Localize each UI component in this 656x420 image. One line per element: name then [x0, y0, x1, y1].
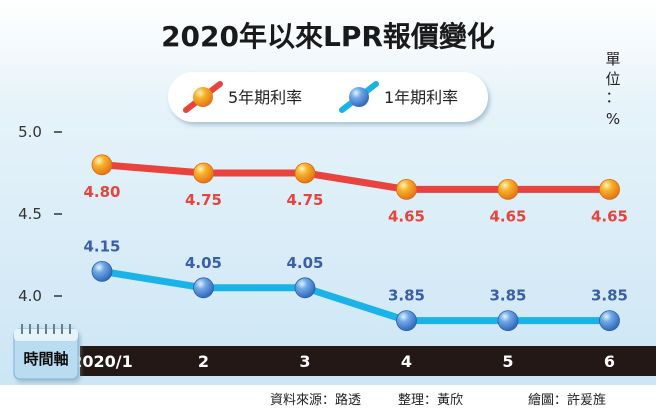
unit-char-2: 位	[605, 70, 620, 88]
credit-editor: 整理：黃欣	[398, 393, 463, 408]
data-label: 3.85	[591, 287, 628, 305]
x-tick-label: 2	[198, 352, 209, 371]
legend-box	[168, 72, 488, 122]
data-label: 4.80	[83, 183, 120, 201]
x-axis-bar	[80, 346, 656, 376]
x-tick-label: 4	[401, 352, 412, 371]
data-point	[396, 178, 417, 200]
x-tick-label: 2020/1	[71, 352, 133, 371]
data-point	[91, 260, 113, 282]
credit-illustrator: 繪圖：許爰旌	[528, 392, 606, 408]
data-point	[599, 310, 620, 332]
data-point	[91, 154, 113, 176]
y-axis: 5.0 4.5 4.0	[18, 123, 62, 305]
data-label: 4.05	[185, 254, 222, 272]
chart-title: 2020年以來LPR報價變化	[161, 20, 495, 53]
series-5y: 4.80 4.75 4.75 4.65 4.65 4.65	[83, 154, 628, 225]
legend-label-5y: 5年期利率	[228, 88, 302, 107]
time-axis-badge: 時間軸	[13, 324, 79, 380]
data-point	[294, 277, 316, 299]
unit-char-4: %	[606, 110, 620, 128]
data-label: 4.05	[286, 254, 323, 272]
unit-label: 單 位 ： %	[605, 50, 620, 128]
series-1y: 4.15 4.05 4.05 3.85 3.85 3.85	[83, 237, 628, 332]
data-point	[396, 310, 417, 332]
data-point	[497, 178, 519, 200]
legend-marker-5y	[193, 87, 213, 107]
data-point	[599, 178, 620, 200]
unit-char-3: ：	[605, 88, 620, 106]
legend-label-1y: 1年期利率	[384, 88, 458, 107]
data-point	[294, 162, 316, 184]
data-label: 4.15	[83, 237, 120, 255]
x-tick-label: 3	[299, 352, 310, 371]
credits-background	[0, 385, 656, 420]
unit-char-1: 單	[605, 50, 620, 68]
credit-source: 資料來源：路透	[270, 392, 361, 408]
data-label: 4.75	[286, 191, 323, 209]
legend	[168, 72, 488, 122]
legend-item-1y: 1年期利率	[339, 81, 458, 113]
data-point	[497, 310, 519, 332]
data-label: 4.65	[388, 207, 425, 225]
data-label: 4.65	[489, 207, 526, 225]
time-axis-label: 時間軸	[23, 350, 68, 368]
data-point	[193, 162, 214, 184]
series-layer: 4.80 4.75 4.75 4.65 4.65 4.65 4.15 4.05 4.05 3.85…	[83, 154, 628, 332]
data-label: 4.75	[185, 191, 222, 209]
x-tick-label: 6	[604, 352, 615, 371]
series-line	[98, 267, 613, 325]
y-tick-label: 4.0	[18, 287, 42, 305]
calendar-rings-icon	[21, 324, 71, 334]
series-line	[98, 161, 613, 193]
x-axis: 2020/1 2 3 4 5 6	[71, 352, 615, 371]
y-tick-label: 5.0	[18, 123, 42, 141]
legend-item-5y: 5年期利率	[183, 81, 302, 113]
data-point	[193, 277, 214, 299]
data-label: 3.85	[489, 287, 526, 305]
y-tick-label: 4.5	[18, 205, 42, 223]
legend-marker-1y	[349, 87, 369, 107]
x-tick-label: 5	[502, 352, 513, 371]
data-label: 4.65	[591, 207, 628, 225]
data-label: 3.85	[388, 287, 425, 305]
